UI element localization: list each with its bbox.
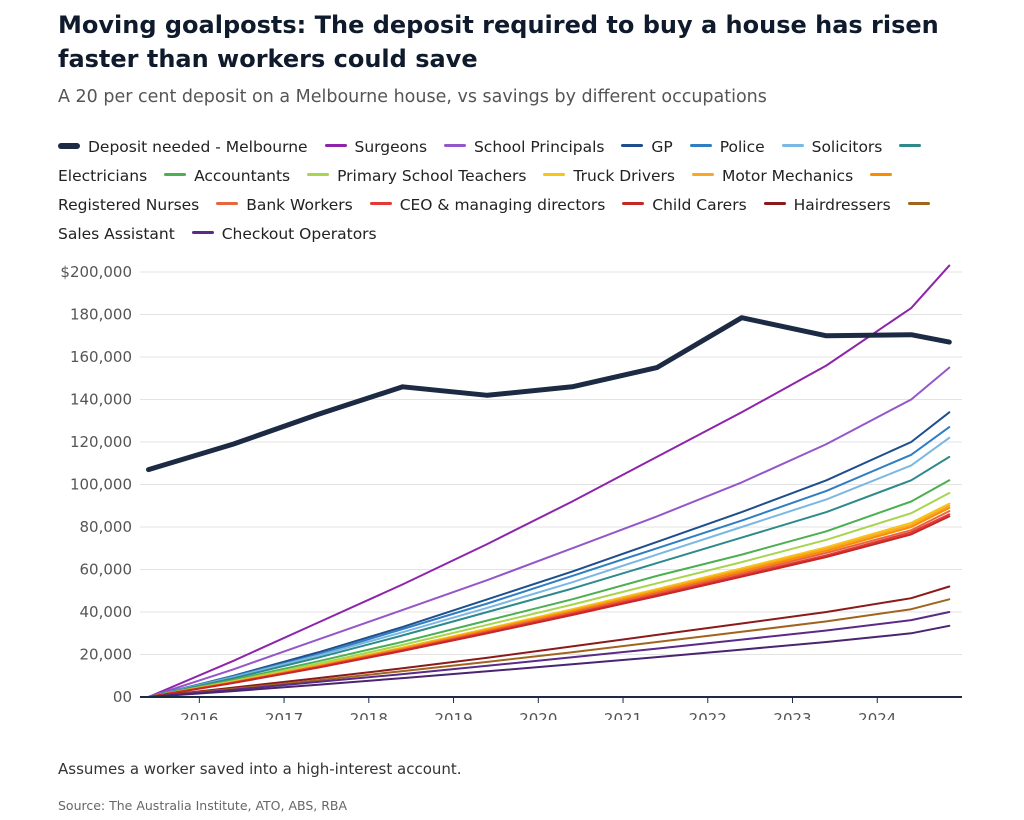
series-line-unlabelled-18	[147, 624, 951, 698]
legend-swatch	[763, 202, 786, 205]
chart-subtitle: A 20 per cent deposit on a Melbourne hou…	[58, 87, 767, 107]
legend-label: GP	[651, 138, 673, 156]
y-axis-ticks: 00 20,000 40,000 60,000 80,000 100,000 120,000…	[60, 263, 132, 706]
chart-note: Assumes a worker saved into a high-inter…	[58, 760, 462, 778]
x-tick-label: 2020	[519, 710, 557, 720]
legend-label: Primary School Teachers	[337, 167, 527, 185]
legend-swatch	[58, 142, 80, 149]
legend-swatch	[870, 173, 893, 176]
x-tick-label: 2022	[689, 710, 727, 720]
series-line-electricians	[147, 455, 951, 698]
legend-swatch	[899, 144, 922, 147]
y-tick-label: 100,000	[70, 476, 132, 494]
series-line-accountants	[147, 479, 951, 698]
legend-swatch	[543, 173, 566, 176]
y-tick-label: 60,000	[80, 561, 133, 579]
legend-item-primary-school-teachers: Primary School Teachers	[307, 167, 526, 185]
legend-swatch	[691, 173, 714, 176]
legend-swatch	[689, 144, 712, 147]
legend-label: CEO & managing directors	[399, 196, 606, 214]
legend-label: Electricians	[58, 167, 148, 185]
y-tick-label: 20,000	[80, 646, 133, 664]
legend-swatch	[307, 173, 330, 176]
legend-item-sales-assistant: Sales Assistant	[58, 196, 938, 243]
y-tick-label: $200,000	[60, 263, 132, 281]
legend-item-ceo-and-managing-directors: CEO & managing directors	[369, 196, 606, 214]
legend-label: School Principals	[473, 138, 605, 156]
legend-item-accountants: Accountants	[164, 167, 290, 185]
legend-label: Accountants	[194, 167, 291, 185]
legend-item-checkout-operators: Checkout Operators	[191, 225, 377, 243]
x-axis-ticks: 2016 2017 2018 2019 2020 2021 2022 2023 2024	[180, 697, 896, 720]
series-line-checkout-operators	[147, 611, 951, 698]
legend-label: Registered Nurses	[58, 196, 200, 214]
x-tick-label: 2024	[858, 710, 896, 720]
series-line-deposit-needed-melbourne	[146, 315, 952, 473]
legend-swatch	[621, 144, 644, 147]
legend-swatch	[907, 202, 930, 205]
legend-label: Police	[719, 138, 765, 156]
legend-swatch	[216, 202, 239, 205]
series-line-child-carers	[147, 515, 951, 698]
legend-item-registered-nurses: Registered Nurses	[58, 167, 900, 214]
series-line-hairdressers	[147, 585, 951, 698]
legend-item-solicitors: Solicitors	[781, 138, 883, 156]
series-line-school-principals	[147, 366, 951, 698]
chart-source: Source: The Australia Institute, ATO, AB…	[58, 798, 348, 813]
y-tick-label: 160,000	[70, 348, 132, 366]
legend-swatch	[781, 144, 804, 147]
y-tick-label: 180,000	[70, 306, 132, 324]
legend-swatch	[369, 202, 392, 205]
y-tick-label: 120,000	[70, 433, 132, 451]
x-tick-label: 2023	[773, 710, 811, 720]
legend-label: Solicitors	[811, 138, 883, 156]
legend-label: Checkout Operators	[221, 225, 377, 243]
legend-item-electricians: Electricians	[58, 138, 929, 185]
gridlines	[140, 271, 962, 655]
legend-item-surgeons: Surgeons	[324, 138, 428, 156]
chart-legend: Deposit needed - Melbourne Surgeons Scho…	[58, 133, 958, 249]
legend-item-school-principals: School Principals	[443, 138, 605, 156]
legend-swatch	[324, 144, 347, 147]
x-tick-label: 2017	[265, 710, 303, 720]
legend-item-truck-drivers: Truck Drivers	[543, 167, 675, 185]
legend-label: Hairdressers	[793, 196, 891, 214]
x-tick-label: 2021	[604, 710, 642, 720]
line-chart: 00 20,000 40,000 60,000 80,000 100,000 120,000…	[60, 263, 962, 720]
legend-item-child-carers: Child Carers	[622, 196, 747, 214]
legend-label: Child Carers	[652, 196, 747, 214]
legend-label: Motor Mechanics	[721, 167, 854, 185]
legend-item-police: Police	[689, 138, 765, 156]
series-line-gp	[147, 411, 951, 698]
legend-label: Bank Workers	[246, 196, 353, 214]
legend-swatch	[164, 173, 187, 176]
legend-item-gp: GP	[621, 138, 673, 156]
series-line-primary-school-teachers	[147, 492, 951, 698]
series-line-surgeons	[147, 264, 951, 698]
legend-item-hairdressers: Hairdressers	[763, 196, 891, 214]
y-tick-label: 40,000	[80, 603, 133, 621]
y-tick-label: 140,000	[70, 391, 132, 409]
legend-swatch	[622, 202, 645, 205]
legend-swatch	[191, 231, 214, 234]
series-lines	[146, 264, 952, 698]
x-tick-label: 2016	[180, 710, 218, 720]
y-tick-label: 00	[113, 688, 132, 706]
legend-item-motor-mechanics: Motor Mechanics	[691, 167, 854, 185]
legend-label: Surgeons	[354, 138, 428, 156]
x-tick-label: 2018	[350, 710, 388, 720]
series-line-solicitors	[147, 436, 951, 698]
legend-item-deposit-needed-melbourne: Deposit needed - Melbourne	[58, 138, 308, 156]
y-tick-label: 80,000	[80, 518, 133, 536]
legend-swatch	[443, 144, 466, 147]
legend-label: Truck Drivers	[573, 167, 676, 185]
legend-item-bank-workers: Bank Workers	[216, 196, 353, 214]
chart-title: Moving goalposts: The deposit required t…	[58, 11, 939, 73]
legend-label: Sales Assistant	[58, 225, 175, 243]
x-tick-label: 2019	[434, 710, 472, 720]
legend-label: Deposit needed - Melbourne	[88, 138, 308, 156]
series-line-sales-assistant	[147, 598, 951, 698]
